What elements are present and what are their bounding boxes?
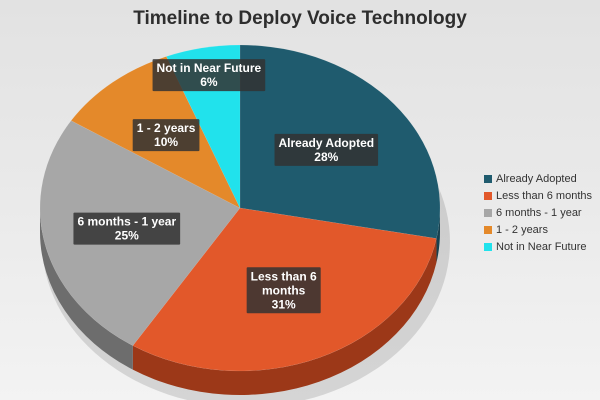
legend: Already Adopted Less than 6 months 6 month…: [484, 170, 592, 255]
data-label-line: Less than 6: [251, 269, 317, 283]
legend-label: 1 - 2 years: [496, 223, 548, 236]
legend-swatch: [484, 208, 492, 217]
pie-side-already-adopted: [436, 208, 440, 263]
legend-item-less-than-6-months: Less than 6 months: [484, 187, 592, 204]
data-label-line: 25%: [115, 229, 139, 243]
legend-swatch: [484, 191, 492, 200]
legend-label: Less than 6 months: [496, 189, 593, 202]
legend-label: Not in Near Future: [496, 240, 587, 253]
legend-swatch: [484, 225, 492, 234]
legend-swatch: [484, 242, 492, 251]
pie-side-less-than-6-months: [132, 238, 437, 396]
pie-side-6-months-1-year: [40, 208, 133, 370]
data-label-line: 6 months - 1 year: [77, 215, 176, 229]
data-label-line: 10%: [154, 135, 178, 149]
legend-swatch: [484, 174, 492, 183]
legend-item-already-adopted: Already Adopted: [484, 170, 592, 187]
data-label-line: months: [262, 283, 306, 297]
legend-item-6-months-1-year: 6 months - 1 year: [484, 204, 592, 221]
data-label-line: 28%: [314, 150, 338, 164]
data-label-line: Already Adopted: [279, 136, 375, 150]
legend-item-not-in-near-future: Not in Near Future: [484, 238, 592, 255]
legend-item-1-2-years: 1 - 2 years: [484, 221, 592, 238]
data-label-line: 6%: [200, 75, 218, 89]
legend-label: Already Adopted: [496, 172, 577, 185]
legend-label: 6 months - 1 year: [496, 206, 582, 219]
data-label-line: Not in Near Future: [157, 61, 262, 75]
data-label-line: 31%: [272, 297, 296, 311]
chart-title: Timeline to Deploy Voice Technology: [133, 8, 467, 29]
data-label-line: 1 - 2 years: [137, 121, 196, 135]
